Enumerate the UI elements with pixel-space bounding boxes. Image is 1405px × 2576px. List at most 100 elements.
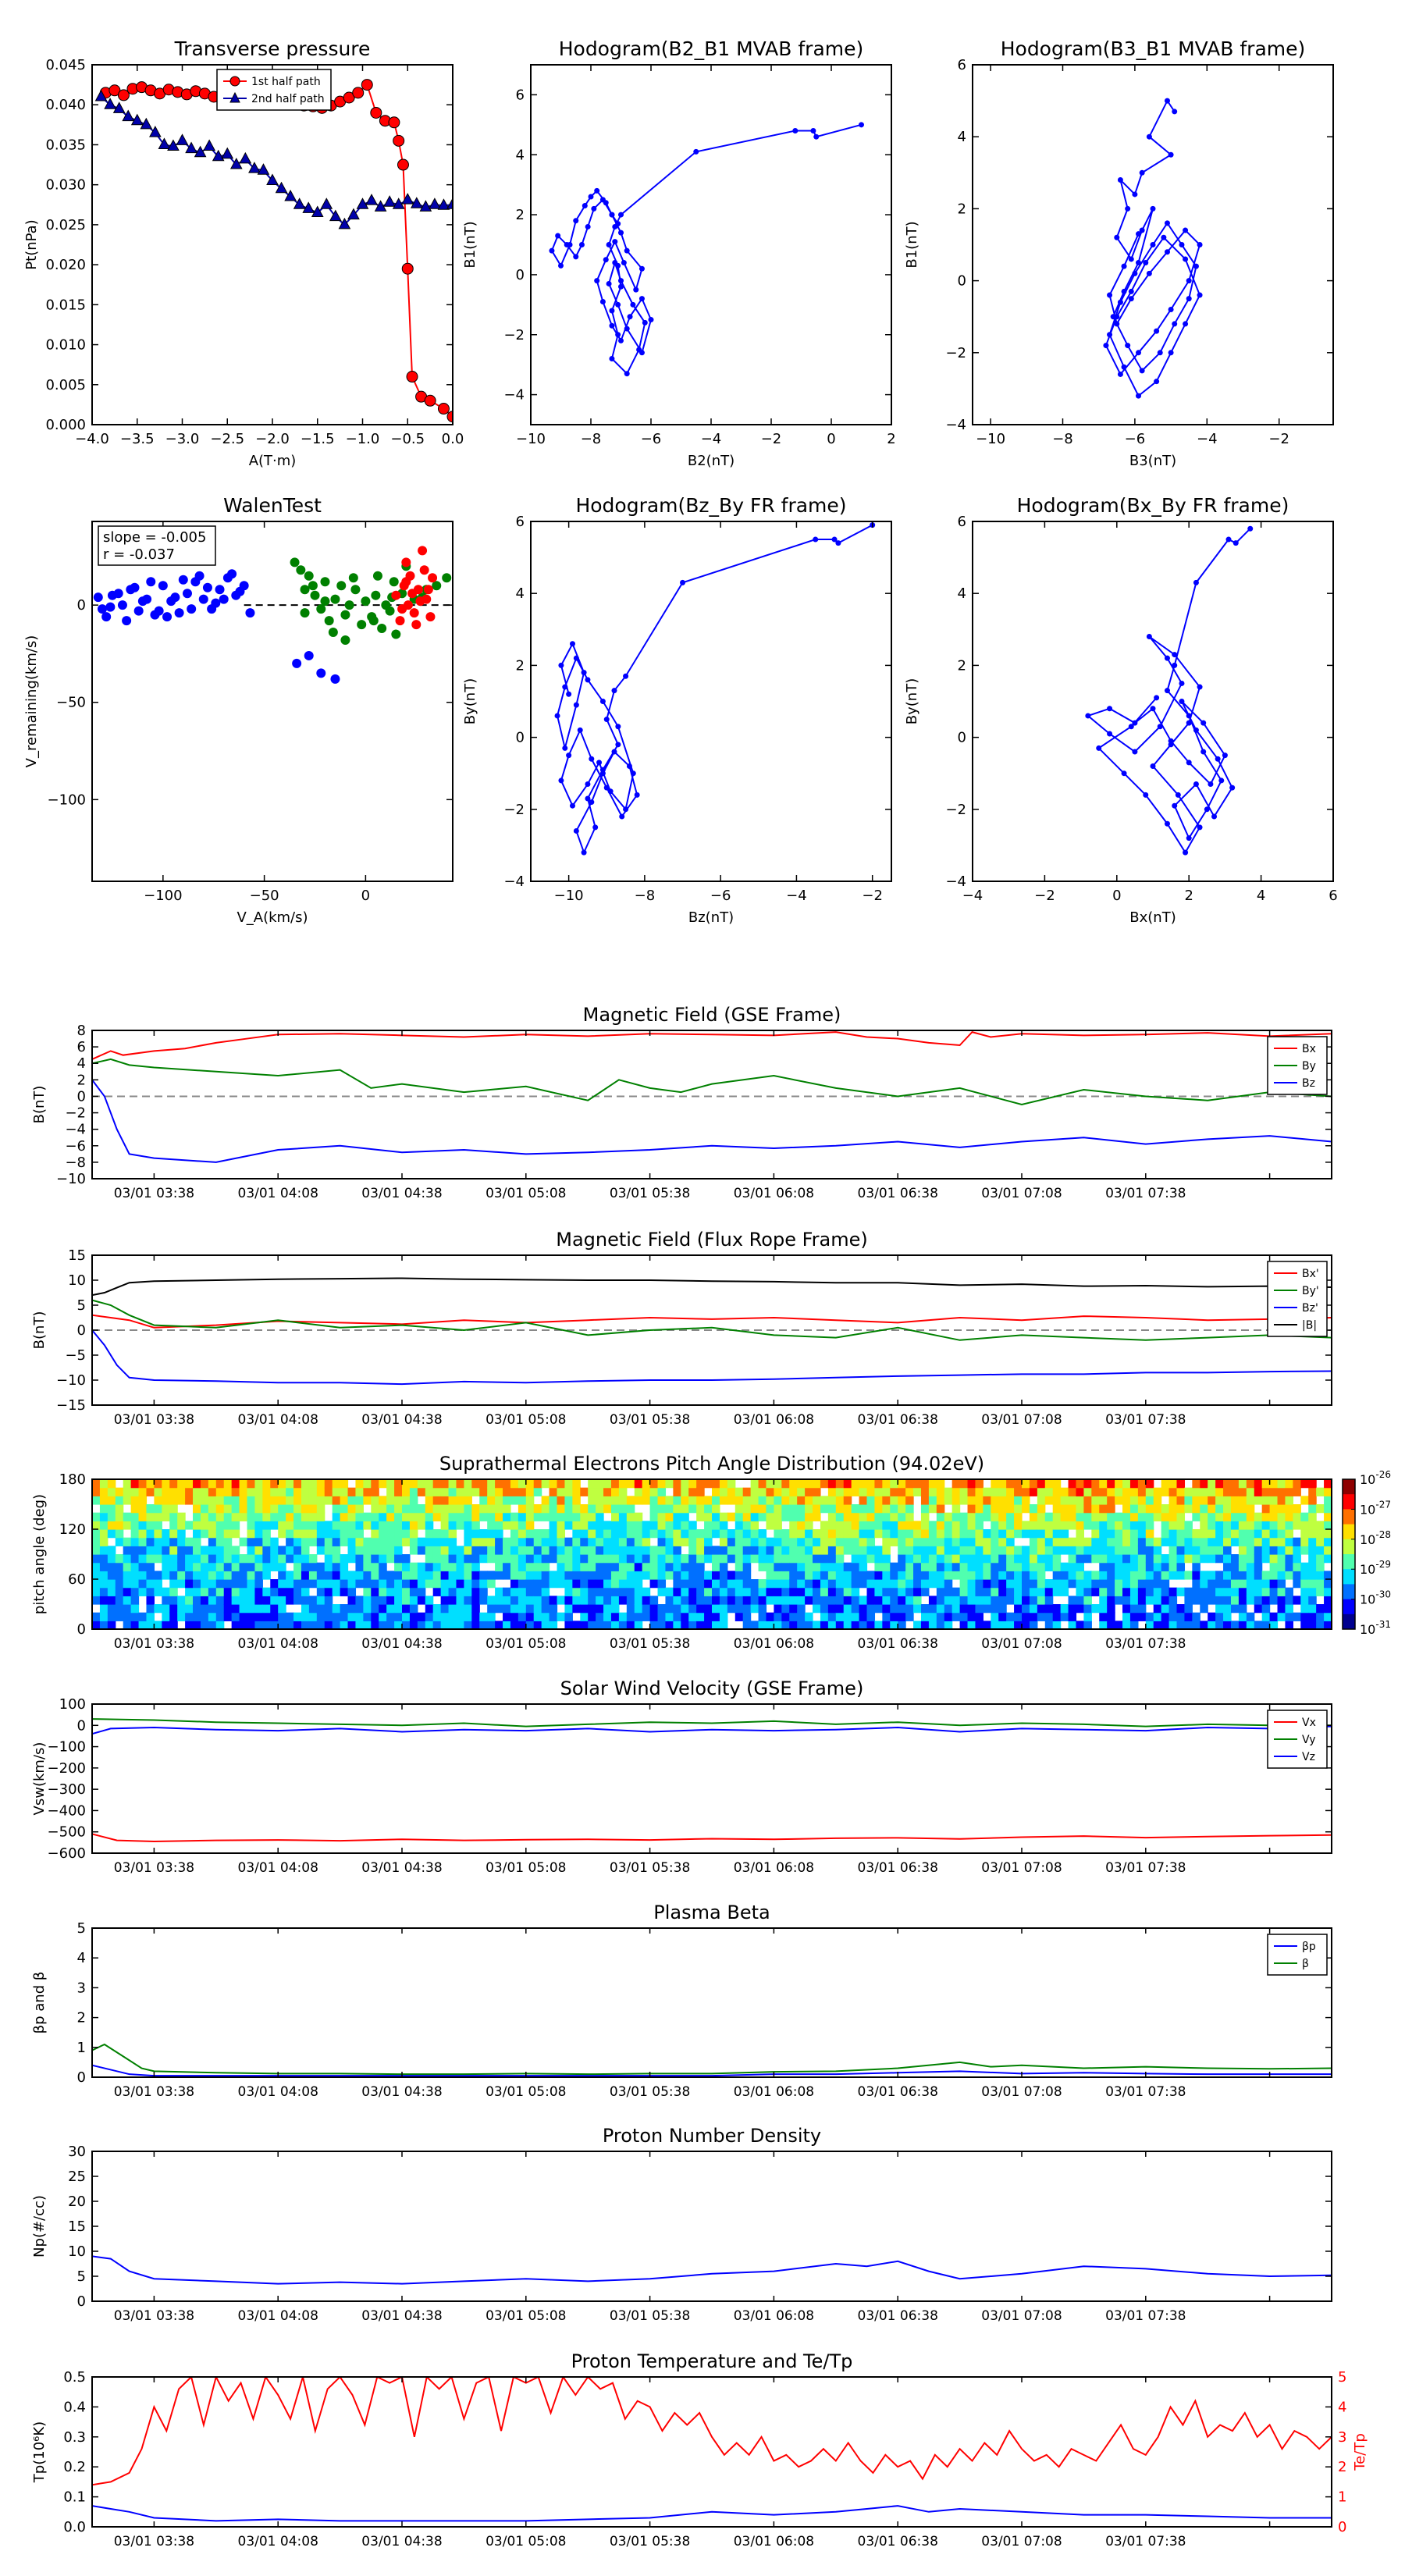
heatmap-cell: [301, 1479, 310, 1489]
heatmap-cell: [479, 1529, 488, 1539]
heatmap-cell: [564, 1537, 573, 1546]
heatmap-cell: [959, 1612, 969, 1621]
heatmap-cell: [1308, 1546, 1317, 1555]
heatmap-cell: [758, 1587, 767, 1596]
series-marker: [623, 806, 629, 813]
heatmap-cell: [596, 1554, 604, 1564]
series-marker: [638, 350, 645, 356]
heatmap-cell: [898, 1621, 906, 1630]
series-marker: [621, 260, 627, 266]
heatmap-cell: [882, 1604, 891, 1614]
heatmap-cell: [618, 1521, 628, 1530]
heatmap-cell: [479, 1596, 488, 1605]
heatmap-cell: [774, 1562, 782, 1571]
heatmap-cell: [657, 1496, 667, 1505]
heatmap-cell: [332, 1529, 341, 1539]
x-tick-label: 03/01 04:08: [238, 2534, 318, 2549]
heatmap-cell: [920, 1621, 930, 1630]
heatmap-cell: [316, 1604, 325, 1614]
heatmap-cell: [525, 1512, 535, 1521]
x-tick-label: −6: [1125, 431, 1146, 447]
heatmap-cell: [1083, 1554, 1092, 1564]
heatmap-cell: [495, 1571, 503, 1580]
x-tick-label: 03/01 07:08: [981, 2084, 1062, 2100]
series-marker: [1125, 205, 1131, 212]
heatmap-cell: [781, 1479, 790, 1489]
heatmap-cell: [425, 1496, 434, 1505]
heatmap-cell: [1052, 1521, 1062, 1530]
heatmap-cell: [1254, 1496, 1263, 1505]
heatmap-cell: [215, 1554, 225, 1564]
x-tick-label: −4: [962, 888, 984, 904]
heatmap-cell: [185, 1487, 194, 1496]
series-marker: [1139, 169, 1145, 176]
heatmap-cell: [789, 1537, 798, 1546]
series-marker: [585, 677, 591, 683]
heatmap-cell: [1230, 1512, 1240, 1521]
heatmap-cell: [626, 1579, 635, 1589]
heatmap-cell: [200, 1621, 209, 1630]
heatmap-cell: [580, 1546, 589, 1555]
y-tick-label: −10: [56, 1171, 86, 1187]
series-marker: [1143, 792, 1149, 798]
heatmap-cell: [851, 1537, 860, 1546]
heatmap-cell: [557, 1579, 566, 1589]
heatmap-cell: [169, 1562, 178, 1571]
heatmap-cell: [254, 1621, 263, 1630]
heatmap-cell: [115, 1612, 124, 1621]
heatmap-cell: [417, 1546, 426, 1555]
heatmap-cell: [1083, 1604, 1092, 1614]
heatmap-cell: [975, 1546, 984, 1555]
heatmap-cell: [371, 1596, 379, 1605]
heatmap-cell: [1168, 1604, 1178, 1614]
heatmap-cell: [440, 1604, 450, 1614]
heatmap-cell: [781, 1562, 790, 1571]
heatmap-cell: [1246, 1554, 1255, 1564]
heatmap-cell: [1060, 1487, 1069, 1496]
heatmap-cell: [1285, 1521, 1293, 1530]
heatmap-cell: [1208, 1596, 1216, 1605]
heatmap-cell: [177, 1546, 186, 1555]
heatmap-cell: [1153, 1612, 1162, 1621]
heatmap-cell: [642, 1571, 651, 1580]
heatmap-cell: [495, 1604, 503, 1614]
x-tick-label: 03/01 04:38: [361, 1636, 442, 1652]
heatmap-cell: [107, 1621, 116, 1630]
heatmap-cell: [1161, 1587, 1170, 1596]
heatmap-cell: [603, 1596, 612, 1605]
heatmap-cell: [991, 1621, 999, 1630]
heatmap-cell: [1052, 1571, 1062, 1580]
heatmap-cell: [1285, 1529, 1293, 1539]
heatmap-cell: [1115, 1521, 1123, 1530]
y-tick-label: −4: [503, 873, 525, 890]
x-tick-label: 03/01 05:38: [610, 2084, 690, 2100]
heatmap-cell: [247, 1621, 256, 1630]
series-marker: [1128, 256, 1134, 262]
heatmap-cell: [549, 1504, 558, 1514]
heatmap-cell: [1129, 1504, 1139, 1514]
heatmap-cell: [944, 1587, 953, 1596]
heatmap-cell: [371, 1496, 379, 1505]
heatmap-cell: [610, 1621, 620, 1630]
y-tick-label: 10: [68, 2243, 86, 2260]
series-line: [92, 1277, 1332, 1297]
heatmap-cell: [1293, 1571, 1301, 1580]
heatmap-cell: [843, 1579, 852, 1589]
heatmap-cell: [479, 1504, 488, 1514]
heatmap-cell: [107, 1587, 116, 1596]
series-marker: [624, 371, 630, 377]
heatmap-cell: [580, 1529, 589, 1539]
x-tick-label: 03/01 03:38: [114, 1186, 194, 1201]
x-tick-label: 03/01 05:38: [610, 1860, 690, 1876]
heatmap-cell: [719, 1521, 728, 1530]
heatmap-cell: [618, 1487, 628, 1496]
heatmap-cell: [1006, 1612, 1015, 1621]
heatmap-cell: [308, 1479, 318, 1489]
heatmap-cell: [813, 1562, 821, 1571]
heatmap-cell: [1076, 1504, 1084, 1514]
heatmap-cell: [827, 1537, 837, 1546]
heatmap-cell: [704, 1537, 713, 1546]
chart-title: Hodogram(B2_B1 MVAB frame): [559, 37, 864, 60]
heatmap-cell: [371, 1579, 379, 1589]
